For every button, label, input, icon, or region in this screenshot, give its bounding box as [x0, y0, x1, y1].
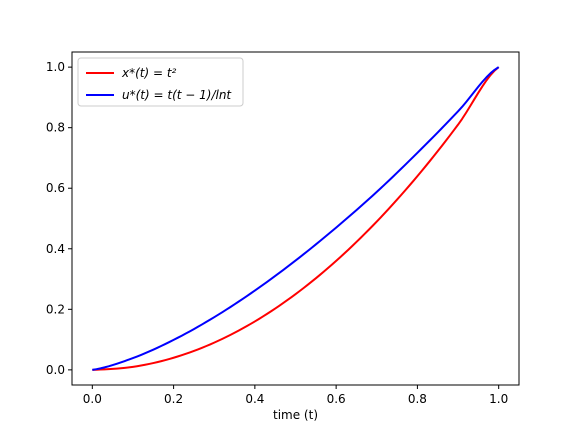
- legend: x*(t) = t² u*(t) = t(t − 1)/lnt: [77, 57, 244, 107]
- y-tick-label: 1.0: [46, 60, 65, 74]
- x-tick-label: 0.0: [83, 392, 102, 406]
- y-tick-label: 0.4: [46, 242, 65, 256]
- y-tick-label: 0.6: [46, 181, 65, 195]
- legend-box: [77, 57, 244, 107]
- x-tick-label: 0.2: [164, 392, 183, 406]
- legend-entry-x-star: x*(t) = t²: [121, 66, 177, 80]
- y-tick-label: 0.0: [46, 363, 65, 377]
- x-tick-label: 0.4: [245, 392, 264, 406]
- x-tick-label: 0.6: [327, 392, 346, 406]
- x-tick-label: 1.0: [489, 392, 508, 406]
- ticks-layer: 0.0 0.2 0.4 0.6 0.8 1.0 0.0 0.2 0.4 0.6 0.8 1.0: [46, 60, 508, 406]
- plot-frame: [71, 51, 520, 386]
- legend-entry-u-star: u*(t) = t(t − 1)/lnt: [122, 88, 232, 102]
- series-x-star-line: [92, 66, 500, 371]
- series-u-star-line: [92, 66, 500, 371]
- x-tick-label: 0.8: [408, 392, 427, 406]
- y-tick-label: 0.2: [46, 302, 65, 316]
- x-axis-label: time (t): [273, 408, 318, 422]
- series-layer: [92, 66, 500, 371]
- y-tick-label: 0.8: [46, 121, 65, 135]
